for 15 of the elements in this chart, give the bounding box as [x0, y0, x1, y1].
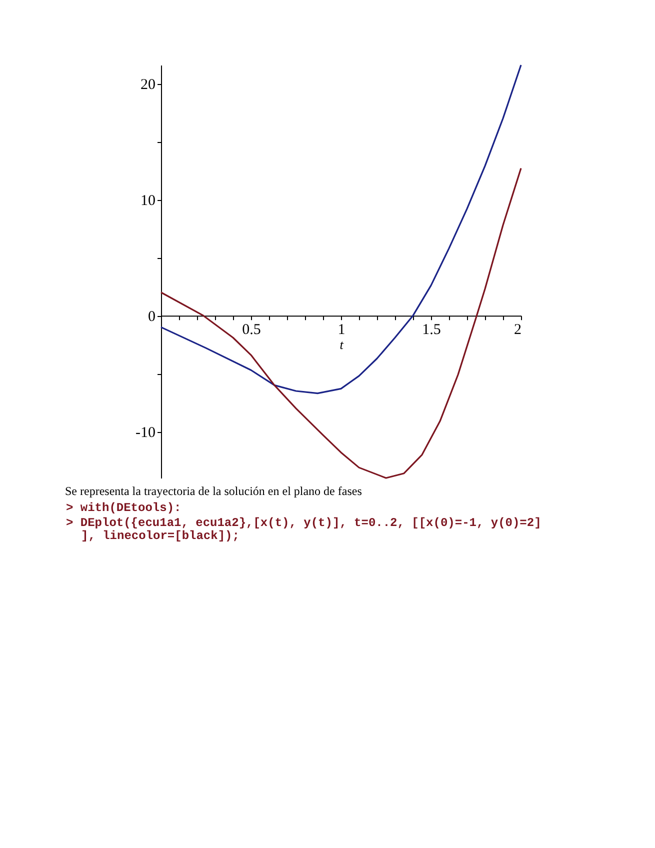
text: ], linecolor=[black]);	[81, 529, 240, 543]
text: > DEplot({ecu1a1, ecu1a2},[x(t), y(t)], t=0..2, [[x(0)=-1, y(0)=2]	[66, 516, 542, 530]
x-tick-label: 2	[514, 322, 522, 338]
text: Se representa la trayectoria de la solución en el plano de fases	[65, 484, 362, 498]
y-tick-label: -10	[136, 425, 156, 442]
x-axis-title: t	[340, 337, 344, 352]
y-tick-label: 0	[148, 309, 156, 326]
x-tick-label: 0.5	[242, 322, 261, 338]
line-series	[160, 64, 522, 394]
x-tick-label: 1.5	[422, 322, 441, 338]
text: > with(DEtools):	[66, 501, 182, 515]
y-tick-label: 10	[140, 193, 156, 210]
line-series	[160, 167, 522, 479]
x-tick-label: 1	[338, 322, 346, 338]
y-tick-label: 20	[140, 77, 156, 94]
